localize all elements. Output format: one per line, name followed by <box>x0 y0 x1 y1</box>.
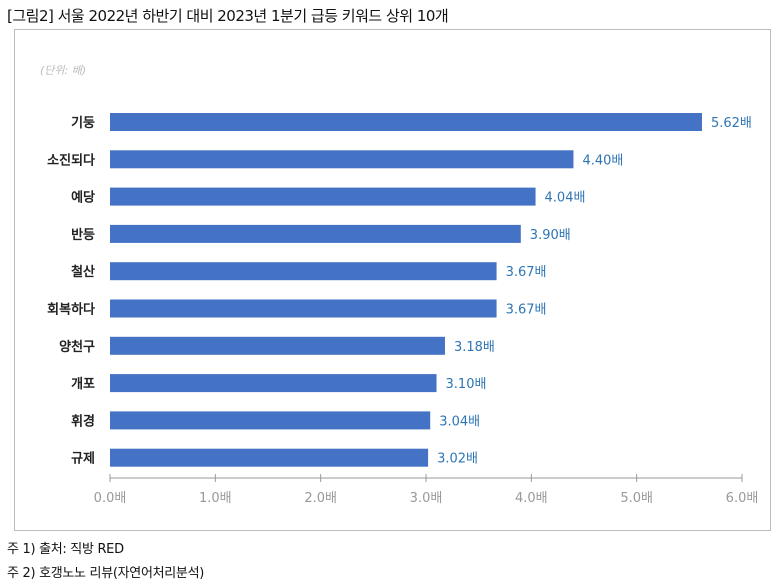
x-tick-label: 2.0배 <box>304 491 337 506</box>
bar <box>110 262 497 281</box>
bar <box>110 113 702 131</box>
x-tick-label: 5.0배 <box>620 491 653 506</box>
data-label: 5.62배 <box>711 116 752 131</box>
x-tick-label: 6.0배 <box>726 491 759 506</box>
category-label: 소진되다 <box>47 152 95 168</box>
figure-title: [그림2] 서울 2022년 하반기 대비 2023년 1분기 급등 키워드 상… <box>7 7 449 25</box>
category-label: 회복하다 <box>47 302 95 318</box>
data-label: 3.90배 <box>530 228 571 243</box>
bar <box>110 299 497 318</box>
data-label: 3.67배 <box>506 303 547 318</box>
data-label: 4.40배 <box>582 153 623 168</box>
category-label: 양천구 <box>59 340 95 355</box>
bar <box>110 336 445 355</box>
x-tick-label: 3.0배 <box>410 491 443 506</box>
bar <box>110 150 574 169</box>
data-label: 3.18배 <box>454 340 495 355</box>
chart-frame <box>14 29 771 531</box>
bar <box>110 224 521 243</box>
x-tick-label: 0.0배 <box>94 491 127 506</box>
data-label: 3.02배 <box>437 452 478 467</box>
bar <box>110 411 431 430</box>
category-label: 철산 <box>71 264 95 280</box>
data-label: 3.10배 <box>446 377 487 392</box>
category-label: 예당 <box>71 190 95 206</box>
bar <box>110 448 429 467</box>
x-tick-label: 4.0배 <box>515 491 548 506</box>
category-label: 휘경 <box>71 413 95 429</box>
data-label: 3.04배 <box>439 414 480 429</box>
data-label: 4.04배 <box>545 191 586 206</box>
note-source: 주 1) 출처: 직방 RED <box>7 542 124 557</box>
category-label: 반등 <box>71 227 95 243</box>
category-label: 개포 <box>71 377 95 392</box>
category-label: 기둥 <box>71 116 95 131</box>
unit-label: (단위: 배) <box>40 64 86 77</box>
category-label: 규제 <box>71 452 95 467</box>
bar <box>110 374 437 393</box>
data-label: 3.67배 <box>506 265 547 280</box>
note-method: 주 2) 호갱노노 리뷰(자연어처리분석) <box>7 566 205 581</box>
bar <box>110 187 536 206</box>
x-tick-label: 1.0배 <box>199 491 232 506</box>
